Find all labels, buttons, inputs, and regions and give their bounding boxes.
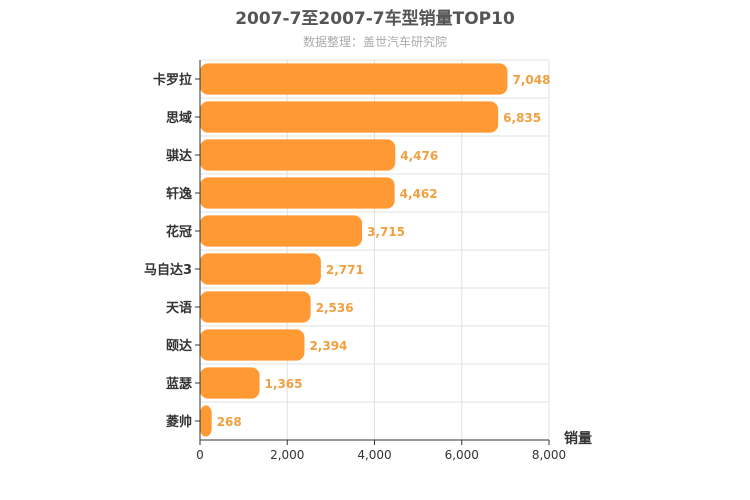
bar bbox=[200, 329, 305, 361]
bar bbox=[200, 291, 311, 323]
bar bbox=[200, 101, 499, 133]
x-tick-label: 4,000 bbox=[357, 448, 391, 462]
x-tick-label: 0 bbox=[196, 448, 204, 462]
data-label: 4,476 bbox=[400, 149, 438, 163]
bar bbox=[200, 253, 321, 285]
data-label: 1,365 bbox=[265, 377, 303, 391]
bar bbox=[200, 215, 363, 247]
category-label: 花冠 bbox=[166, 224, 192, 240]
category-label: 卡罗拉 bbox=[153, 72, 192, 88]
category-label: 菱帅 bbox=[166, 414, 192, 430]
data-label: 268 bbox=[217, 415, 242, 429]
bar bbox=[200, 63, 508, 95]
data-label: 2,394 bbox=[309, 339, 347, 353]
bar bbox=[200, 139, 396, 171]
category-label: 蓝瑟 bbox=[166, 376, 192, 392]
data-label: 6,835 bbox=[503, 111, 541, 125]
data-label: 3,715 bbox=[367, 225, 405, 239]
bar bbox=[200, 367, 260, 399]
category-label: 思域 bbox=[166, 110, 192, 126]
category-label: 骐达 bbox=[166, 148, 192, 164]
data-label: 2,771 bbox=[326, 263, 364, 277]
chart-title: 2007-7至2007-7车型销量TOP10 bbox=[235, 9, 515, 29]
x-tick-label: 2,000 bbox=[270, 448, 304, 462]
category-label: 颐达 bbox=[166, 338, 192, 354]
category-label: 马自达3 bbox=[144, 262, 192, 278]
x-axis-title: 销量 bbox=[564, 430, 592, 447]
category-label: 天语 bbox=[166, 301, 192, 316]
category-label: 轩逸 bbox=[166, 186, 192, 202]
chart-subtitle: 数据整理：盖世汽车研究院 bbox=[302, 35, 447, 49]
data-label: 7,048 bbox=[512, 73, 550, 87]
x-tick-label: 6,000 bbox=[445, 448, 479, 462]
data-label: 4,462 bbox=[400, 187, 438, 201]
bar bbox=[200, 405, 212, 437]
bar bbox=[200, 177, 395, 209]
x-tick-label: 8,000 bbox=[532, 448, 566, 462]
data-label: 2,536 bbox=[316, 301, 354, 315]
